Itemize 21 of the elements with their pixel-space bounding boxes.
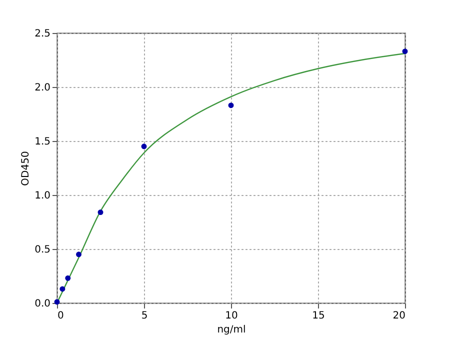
x-tick-label: 15 bbox=[312, 310, 325, 322]
y-tick-label: 1.5 bbox=[34, 136, 50, 148]
y-tick-label: 2.0 bbox=[34, 82, 50, 94]
y-tick-label: 1.0 bbox=[34, 190, 50, 202]
y-tick-label: 0.0 bbox=[34, 298, 50, 310]
point bbox=[65, 275, 71, 281]
x-tick-label: 10 bbox=[225, 310, 238, 322]
point bbox=[141, 144, 147, 150]
x-tick-label: 0 bbox=[58, 310, 64, 322]
x-tick-label: 5 bbox=[141, 310, 148, 322]
point bbox=[228, 102, 234, 108]
x-tick-label: 20 bbox=[392, 310, 406, 322]
point bbox=[402, 48, 408, 54]
point bbox=[54, 299, 60, 305]
point bbox=[76, 252, 82, 258]
y-tick-label: 2.5 bbox=[34, 28, 50, 40]
x-axis-title: ng/ml bbox=[217, 324, 246, 336]
y-axis-title: OD450 bbox=[20, 151, 32, 186]
point bbox=[60, 286, 66, 292]
y-tick-label: 0.5 bbox=[34, 244, 50, 256]
point bbox=[98, 210, 104, 216]
